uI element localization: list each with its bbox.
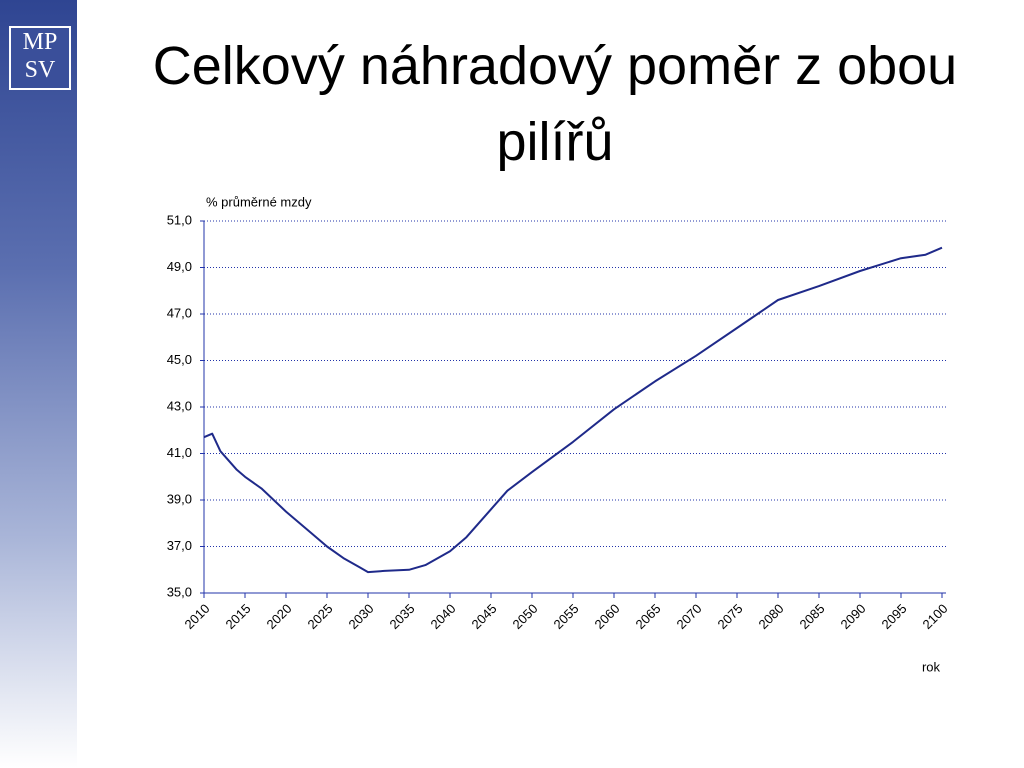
x-tick-label: 2040 <box>427 601 458 632</box>
x-tick-label: 2085 <box>796 601 827 632</box>
y-tick-label: 45,0 <box>167 352 192 367</box>
x-axis-title: rok <box>922 659 941 674</box>
y-tick-label: 39,0 <box>167 491 192 506</box>
x-tick-label: 2090 <box>837 601 868 632</box>
x-tick-label: 2010 <box>181 601 212 632</box>
x-tick-label: 2035 <box>386 601 417 632</box>
y-tick-label: 47,0 <box>167 305 192 320</box>
x-tick-label: 2095 <box>878 601 909 632</box>
x-tick-label: 2015 <box>222 601 253 632</box>
side-strip <box>0 0 77 768</box>
y-tick-label: 49,0 <box>167 259 192 274</box>
x-tick-label: 2100 <box>919 601 950 632</box>
y-tick-label: 43,0 <box>167 398 192 413</box>
x-tick-label: 2080 <box>755 601 786 632</box>
logo-bottom: SV <box>24 57 56 83</box>
logo-top: MP <box>22 29 58 55</box>
x-tick-label: 2060 <box>591 601 622 632</box>
y-tick-label: 41,0 <box>167 445 192 460</box>
y-axis-title: % průměrné mzdy <box>206 194 312 209</box>
x-tick-label: 2055 <box>550 601 581 632</box>
x-tick-label: 2070 <box>673 601 704 632</box>
x-tick-label: 2030 <box>345 601 376 632</box>
x-tick-label: 2045 <box>468 601 499 632</box>
x-tick-label: 2075 <box>714 601 745 632</box>
x-tick-label: 2020 <box>263 601 294 632</box>
y-tick-label: 37,0 <box>167 538 192 553</box>
x-tick-label: 2050 <box>509 601 540 632</box>
logo: MP SV <box>9 26 71 90</box>
y-tick-label: 51,0 <box>167 212 192 227</box>
x-tick-label: 2065 <box>632 601 663 632</box>
x-tick-label: 2025 <box>304 601 335 632</box>
data-line <box>203 246 943 574</box>
y-tick-label: 35,0 <box>167 584 192 599</box>
chart-title: Celkový náhradový poměr z obou pilířů <box>152 36 958 172</box>
